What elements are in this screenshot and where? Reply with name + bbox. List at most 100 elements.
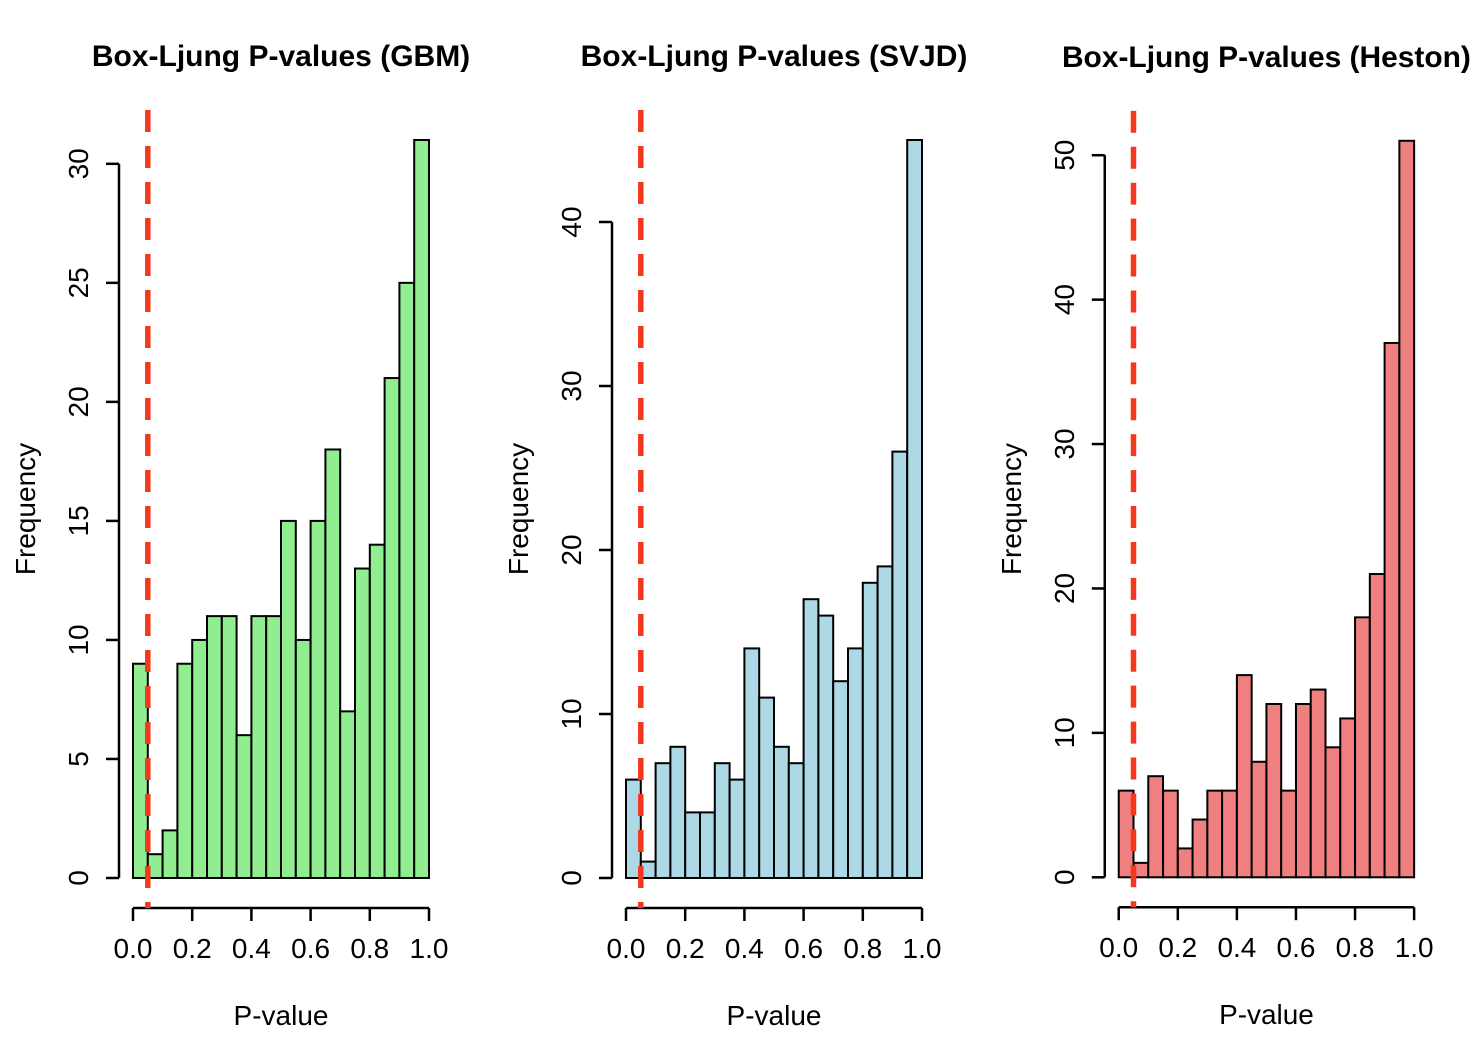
histogram-bar [817, 614, 835, 879]
histogram-bar [1235, 674, 1253, 879]
y-tick-label: 15 [63, 505, 94, 536]
histogram-bars [132, 139, 431, 880]
x-axis-label: P-value [234, 1000, 329, 1031]
y-tick-label: 0 [556, 870, 587, 886]
histogram-bar [728, 778, 746, 879]
histogram-bar [654, 762, 672, 880]
y-tick-label: 10 [63, 624, 94, 655]
histogram-bar [1398, 139, 1416, 879]
y-axis-label: Frequency [503, 443, 534, 575]
x-tick-label: 0.4 [1217, 932, 1256, 963]
x-tick-label: 0.2 [1158, 932, 1197, 963]
histogram-bar [383, 377, 401, 879]
y-tick-label: 30 [63, 148, 94, 179]
x-tick-label: 0.8 [1336, 932, 1375, 963]
y-axis: 0 5 10 15 20 25 30 [63, 148, 121, 886]
x-axis-label: P-value [1219, 999, 1314, 1030]
histogram-bars [625, 139, 924, 880]
y-axis-label: Frequency [10, 443, 41, 575]
histogram-bar [906, 139, 924, 879]
histogram-bar [758, 696, 776, 879]
histogram-bar [1354, 616, 1371, 879]
histogram-bar [161, 829, 179, 880]
histogram-bar [191, 638, 208, 879]
y-axis-label: Frequency [996, 443, 1027, 575]
histogram-bar [699, 811, 716, 880]
x-tick-label: 1.0 [903, 933, 942, 964]
histogram-bar [1250, 760, 1268, 879]
y-tick-label: 10 [1049, 717, 1080, 748]
x-tick-label: 0.2 [666, 933, 705, 964]
x-tick-label: 0.2 [173, 933, 212, 964]
histogram-bar [1147, 775, 1165, 879]
histogram-bar [309, 519, 327, 880]
x-tick-label: 0.8 [350, 933, 389, 964]
histogram-panel-gbm: 0 5 10 15 20 25 30 0.0 0.2 0.4 0.6 0.8 1.0 Box-Ljung … [10, 40, 470, 1031]
histogram-bar [1309, 688, 1327, 879]
histogram-bar [1162, 789, 1179, 879]
histogram-bar [235, 734, 253, 879]
histogram-bar [743, 647, 761, 880]
x-tick-label: 0.6 [291, 933, 330, 964]
histogram-bar [368, 543, 386, 880]
y-tick-label: 25 [63, 267, 94, 298]
histogram-bar [669, 745, 687, 879]
histogram-bar [876, 565, 894, 880]
y-tick-label: 30 [556, 370, 587, 401]
y-tick-label: 50 [1049, 140, 1080, 171]
histogram-bar [1221, 789, 1238, 879]
y-tick-label: 0 [1049, 870, 1080, 886]
histogram-bar [1176, 847, 1194, 879]
histogram-bar [1206, 789, 1224, 879]
histogram-bar [1339, 717, 1357, 879]
histogram-bar [1324, 746, 1342, 879]
histogram-bar [832, 680, 850, 880]
histogram-bar [324, 448, 342, 879]
histogram-bar [1368, 573, 1386, 879]
y-tick-label: 5 [63, 751, 94, 767]
y-tick-label: 20 [63, 386, 94, 417]
histogram-bar [787, 762, 805, 880]
x-tick-label: 0.6 [784, 933, 823, 964]
histogram-bar [684, 811, 701, 880]
histogram-bar [861, 581, 879, 879]
panel-title: Box-Ljung P-values (GBM) [92, 40, 470, 73]
histogram-bar [773, 745, 790, 879]
histogram-bar [354, 567, 371, 880]
histogram-bar [1294, 702, 1312, 879]
x-tick-label: 0.6 [1277, 932, 1316, 963]
histogram-bar [1191, 818, 1209, 879]
x-tick-label: 0.0 [607, 933, 646, 964]
x-tick-label: 1.0 [1395, 932, 1434, 963]
histogram-bar [802, 598, 820, 879]
histogram-bar [220, 615, 238, 879]
panel-title: Box-Ljung P-values (SVJD) [581, 40, 968, 73]
y-tick-label: 10 [556, 698, 587, 729]
histogram-bar [1265, 702, 1283, 879]
histogram-bar [847, 647, 864, 880]
x-axis: 0.0 0.2 0.4 0.6 0.8 1.0 [1099, 905, 1434, 963]
x-axis: 0.0 0.2 0.4 0.6 0.8 1.0 [607, 906, 942, 964]
histogram-panel-heston: 0 10 20 30 40 50 0.0 0.2 0.4 0.6 0.8 1.0 Box-Ljung P… [996, 41, 1471, 1030]
x-tick-label: 0.4 [232, 933, 271, 964]
x-tick-label: 0.4 [725, 933, 764, 964]
panel-title: Box-Ljung P-values (Heston) [1062, 41, 1471, 74]
histogram-bar [176, 662, 194, 879]
x-tick-label: 1.0 [410, 933, 449, 964]
histogram-bars [1117, 139, 1416, 879]
x-tick-label: 0.8 [843, 933, 882, 964]
y-tick-label: 40 [1049, 284, 1080, 315]
x-tick-label: 0.0 [1099, 932, 1138, 963]
histogram-panel-svjd: 0 10 20 30 40 0.0 0.2 0.4 0.6 0.8 1.0 Box-Ljung P-v… [503, 40, 968, 1031]
histogram-bar [206, 615, 223, 879]
histogram-bar [625, 778, 642, 879]
y-tick-label: 0 [63, 870, 94, 886]
histogram-bar [413, 139, 431, 879]
histogram-bar [250, 615, 268, 879]
histogram-bar [265, 615, 283, 879]
y-tick-label: 20 [556, 534, 587, 565]
histogram-bar [294, 638, 312, 879]
y-tick-label: 30 [1049, 429, 1080, 460]
y-axis: 0 10 20 30 40 [556, 206, 614, 886]
y-tick-label: 40 [556, 206, 587, 237]
